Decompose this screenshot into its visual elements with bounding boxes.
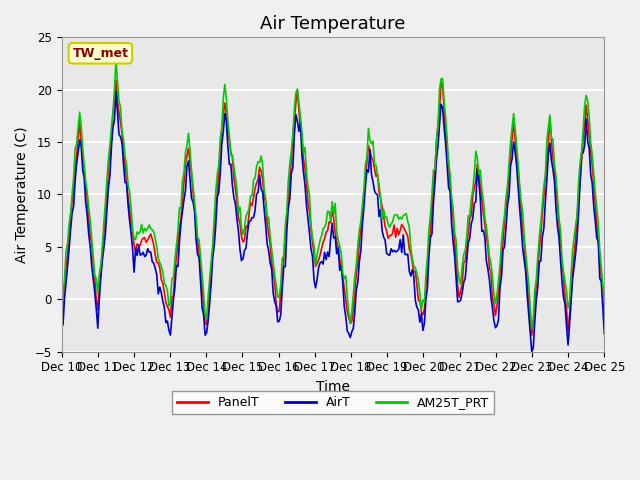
PanelT (248, 203, 256, 208)
AM25T_PRT (125, 189, 133, 194)
PanelT (528, 332, 536, 338)
AM25T_PRT (112, 58, 120, 63)
Line: AirT: AirT (61, 92, 604, 351)
PanelT (296, 127, 304, 132)
PanelT (221, 100, 228, 106)
AM25T_PRT (221, 82, 228, 87)
AM25T_PRT (296, 114, 304, 120)
Line: AM25T_PRT: AM25T_PRT (61, 60, 604, 329)
AM25T_PRT (528, 326, 536, 332)
PanelT (112, 77, 120, 83)
AirT (125, 217, 133, 223)
PanelT (600, 310, 608, 315)
AM25T_PRT (573, 212, 581, 218)
AM25T_PRT (239, 231, 247, 237)
Line: PanelT: PanelT (61, 80, 604, 335)
AirT (573, 235, 581, 240)
PanelT (125, 206, 133, 212)
X-axis label: Time: Time (316, 380, 350, 394)
PanelT (58, 316, 65, 322)
AirT (600, 331, 608, 336)
AirT (221, 110, 228, 116)
AM25T_PRT (248, 192, 256, 198)
AM25T_PRT (600, 300, 608, 305)
AirT (239, 256, 247, 262)
AirT (528, 348, 536, 354)
PanelT (573, 213, 581, 218)
AM25T_PRT (58, 312, 65, 318)
AirT (112, 89, 120, 95)
PanelT (239, 239, 247, 245)
AirT (248, 215, 256, 220)
Title: Air Temperature: Air Temperature (260, 15, 406, 33)
AirT (58, 324, 65, 329)
Y-axis label: Air Temperature (C): Air Temperature (C) (15, 126, 29, 263)
Text: TW_met: TW_met (72, 47, 129, 60)
Legend: PanelT, AirT, AM25T_PRT: PanelT, AirT, AM25T_PRT (172, 391, 494, 414)
AirT (296, 119, 304, 125)
